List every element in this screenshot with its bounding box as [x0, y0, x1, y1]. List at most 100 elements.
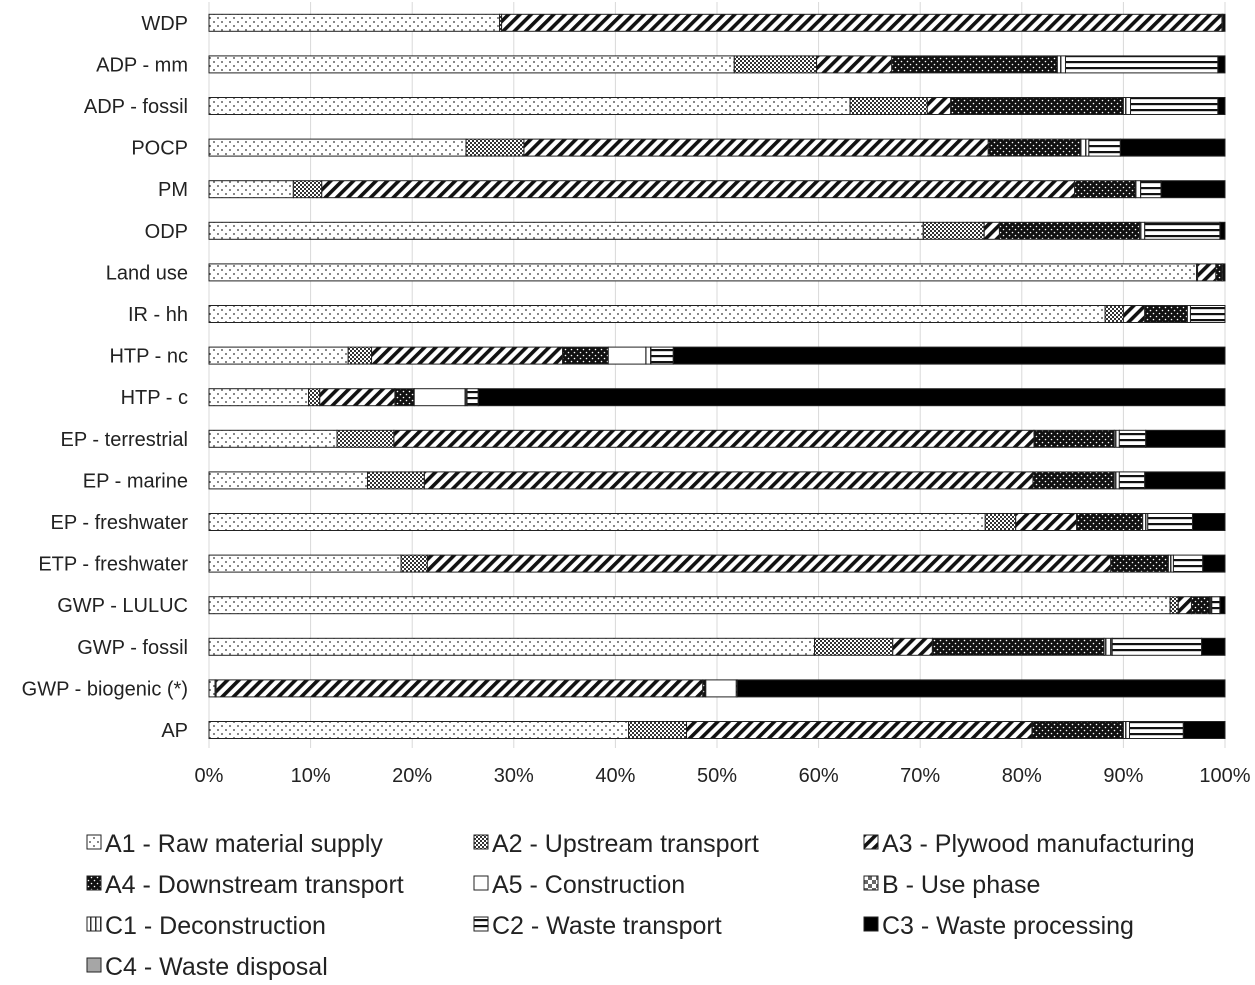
legend-item-a5: A5 - Construction [473, 871, 685, 899]
bar-segment-c1 [1103, 637, 1113, 656]
bar-segment-a2 [922, 221, 985, 240]
bar-row-land-use [208, 263, 1226, 282]
bar-segment-a3 [501, 13, 1223, 32]
bar-segment-a2 [628, 721, 688, 739]
bar-segment-a3 [1177, 596, 1192, 615]
bar-segment-c2 [1111, 637, 1203, 656]
bar-segment-a1 [208, 221, 924, 240]
bar-segment-a2 [347, 346, 373, 365]
bar-segment-c3 [1219, 596, 1226, 615]
category-label: AP [161, 720, 188, 742]
legend-item-a3: A3 - Plywood manufacturing [863, 830, 1195, 858]
category-label: POCP [131, 138, 188, 160]
bar-segment-a1 [208, 55, 735, 74]
bar-row-ir-hh [208, 305, 1226, 323]
bar-segment-c3 [736, 679, 1226, 698]
bar-segment-a2 [984, 513, 1017, 531]
bar-segment-a1 [208, 596, 1171, 615]
bar-segment-c2 [1144, 221, 1221, 240]
x-tick-label: 20% [392, 765, 432, 787]
x-tick-label: 60% [799, 765, 839, 787]
bar-segment-c3 [1144, 471, 1226, 490]
bar-segment-c2 [650, 346, 674, 365]
legend-label: B - Use phase [882, 871, 1040, 899]
bar-segment-a2 [400, 554, 428, 573]
legend-swatch [473, 916, 489, 932]
x-tick-label: 90% [1103, 765, 1143, 787]
bar-segment-c1 [1142, 513, 1149, 531]
x-tick-label: 0% [195, 765, 224, 787]
bar-segment-a2 [1104, 305, 1124, 323]
bar-segment-c1 [1113, 471, 1120, 490]
bar-segment-a4 [1033, 429, 1115, 448]
bar-segment-a4 [1032, 471, 1115, 490]
bar-segment-c3 [1182, 721, 1226, 739]
bar-row-odp [208, 221, 1226, 240]
bar-segment-a2 [465, 138, 525, 157]
category-label: IR - hh [128, 304, 188, 326]
bar-segment-a1 [208, 346, 349, 365]
bar-row-etp-freshwater [208, 554, 1226, 573]
bar-segment-a3 [523, 138, 989, 157]
x-tick-label: 30% [494, 765, 534, 787]
legend-swatch [86, 916, 102, 932]
bar-segment-a2 [733, 55, 818, 74]
bar-segment-a1 [208, 180, 294, 199]
bar-segment-a3 [393, 429, 1035, 448]
bar-segment-a4 [1110, 554, 1169, 573]
bar-segment-a4 [1031, 721, 1124, 739]
bar-row-ap [208, 721, 1226, 739]
bar-segment-a4 [1076, 513, 1144, 531]
bar-segment-a1 [208, 429, 338, 448]
x-axis-tick-labels: 0% 10% 20% 30% 40% 50% 60% 70% 80% 90% 100% [195, 765, 1251, 787]
bar-segment-c3 [1222, 13, 1226, 32]
bar-segment-a5 [607, 346, 647, 365]
legend-swatch [86, 875, 102, 891]
bar-segment-a4 [931, 637, 1105, 656]
category-label: GWP - fossil [77, 637, 188, 659]
bar-segment-a3 [1197, 263, 1217, 282]
bar-row-htp-c [208, 388, 1226, 407]
bar-segment-c2 [1064, 55, 1219, 74]
bars [208, 13, 1226, 739]
bar-segment-c1 [1122, 97, 1132, 115]
category-label: PM [158, 179, 188, 201]
bar-segment-a1 [208, 138, 467, 157]
bar-segment-a1 [208, 97, 851, 115]
bar-segment-a3 [1015, 513, 1078, 531]
bar-segment-a3 [423, 471, 1034, 490]
legend: A1 - Raw material supply A2 - Upstream tr… [86, 830, 1195, 981]
bar-segment-c2 [1118, 471, 1146, 490]
legend-item-c1: C1 - Deconstruction [86, 912, 326, 940]
category-label: ADP - fossil [84, 96, 188, 118]
bar-segment-c3 [1219, 221, 1226, 240]
legend-swatch [86, 957, 102, 973]
category-label: ADP - mm [96, 54, 188, 76]
category-label: ETP - freshwater [38, 554, 188, 576]
bar-segment-a4 [1074, 180, 1137, 199]
x-tick-label: 10% [291, 765, 331, 787]
category-label: GWP - biogenic (*) [22, 678, 188, 700]
bar-segment-c2 [1130, 97, 1219, 115]
bar-segment-a1 [208, 513, 986, 531]
bar-segment-a3 [371, 346, 564, 365]
bar-row-gwp-fossil [208, 637, 1226, 656]
bar-row-ep-freshwater [208, 513, 1226, 531]
bar-segment-a3 [892, 637, 933, 656]
bar-segment-a3 [426, 554, 1112, 573]
bar-segment-c3 [1201, 637, 1226, 656]
bar-segment-a2 [336, 429, 395, 448]
bar-segment-a1 [208, 471, 368, 490]
bar-segment-c1 [645, 346, 652, 365]
bar-segment-c2 [1147, 513, 1193, 531]
bar-segment-a3 [1122, 305, 1146, 323]
bar-segment-c2 [1128, 721, 1184, 739]
category-label: WDP [141, 13, 188, 35]
bar-segment-c2 [1118, 429, 1147, 448]
legend-label: C3 - Waste processing [882, 912, 1134, 940]
legend-swatch [863, 875, 879, 891]
category-label: ODP [145, 221, 188, 243]
bar-segment-a2 [308, 388, 321, 407]
bar-row-gwp-luluc [208, 596, 1226, 615]
bar-segment-c2 [466, 388, 479, 407]
